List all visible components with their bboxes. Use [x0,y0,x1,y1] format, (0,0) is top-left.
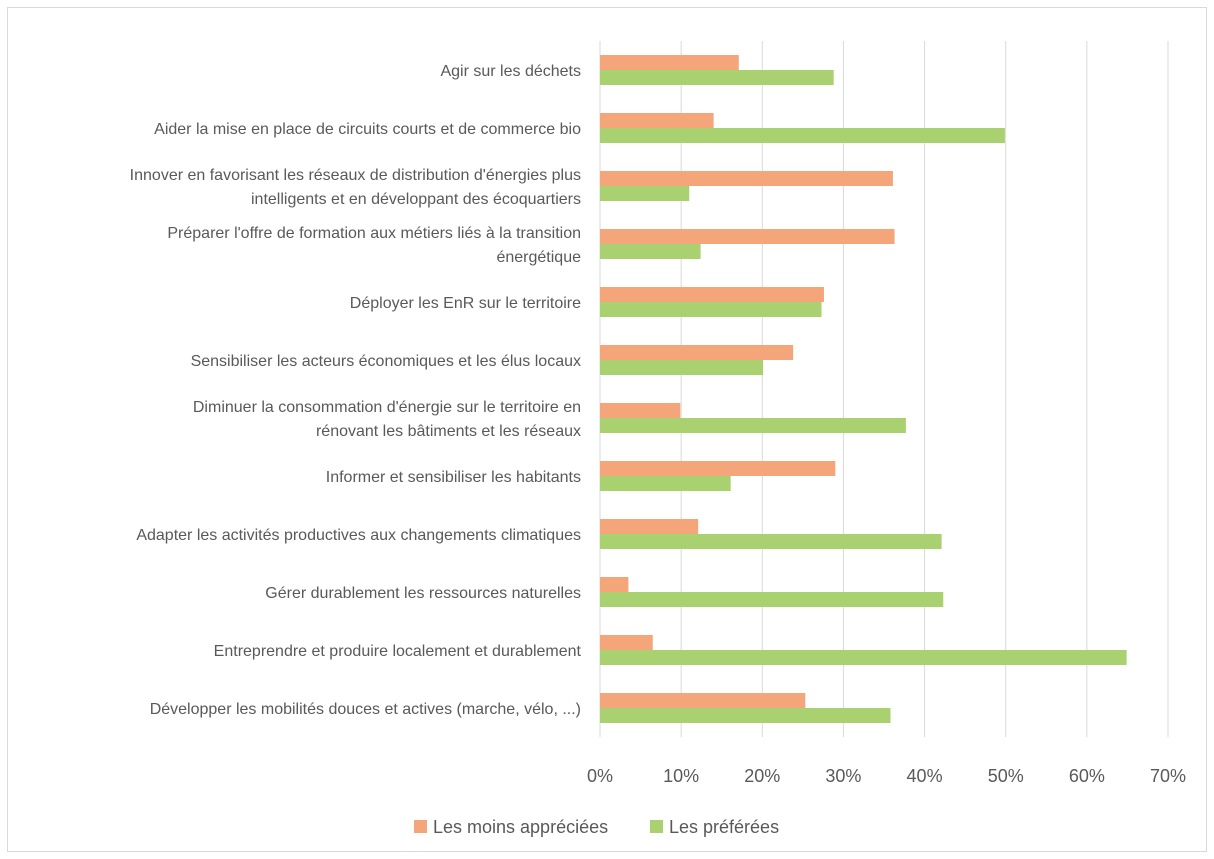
category-label: énergétique [496,249,581,266]
category-label: Aider la mise en place de circuits court… [154,121,581,138]
legend-label: Les préférées [669,817,779,837]
category-label: Sensibiliser les acteurs économiques et … [191,353,581,370]
category-label: Déployer les EnR sur le territoire [350,295,581,312]
bar-moins-appreciees [600,577,629,592]
bar-moins-appreciees [600,635,653,650]
x-tick-label: 40% [907,766,943,786]
bar-preferees [600,476,731,491]
category-label: Développer les mobilités douces et activ… [150,701,581,718]
bar-moins-appreciees [600,693,806,708]
bar-moins-appreciees [600,229,895,244]
bar-moins-appreciees [600,345,794,360]
bar-moins-appreciees [600,403,681,418]
bar-preferees [600,128,1005,143]
bar-moins-appreciees [600,113,714,128]
category-label: Diminuer la consommation d'énergie sur l… [193,399,581,416]
category-label: Informer et sensibiliser les habitants [326,469,581,486]
legend-swatch [650,820,663,833]
legend-label: Les moins appréciées [433,817,608,837]
bar-preferees [600,418,906,433]
category-label: Entreprendre et produire localement et d… [214,643,582,660]
category-label: Agir sur les déchets [440,63,581,80]
bar-moins-appreciees [600,287,824,302]
category-label: rénovant les bâtiments et les réseaux [316,423,581,440]
bar-preferees [600,70,834,85]
bar-preferees [600,186,690,201]
bar-preferees [600,708,891,723]
x-tick-label: 50% [988,766,1024,786]
bar-moins-appreciees [600,519,699,534]
x-tick-label: 20% [744,766,780,786]
bar-preferees [600,650,1127,665]
bar-moins-appreciees [600,171,893,186]
category-label: Adapter les activités productives aux ch… [136,527,581,544]
category-label: Gérer durablement les ressources naturel… [265,585,581,602]
bar-preferees [600,592,944,607]
legend-swatch [414,820,427,833]
x-tick-label: 30% [825,766,861,786]
bar-preferees [600,302,822,317]
category-label: intelligents et en développant des écoqu… [251,191,581,208]
bar-moins-appreciees [600,461,836,476]
category-label: Préparer l'offre de formation aux métier… [167,225,581,242]
x-tick-label: 60% [1069,766,1105,786]
x-tick-label: 0% [587,766,613,786]
category-label: Innover en favorisant les réseaux de dis… [130,167,581,184]
bar-moins-appreciees [600,55,739,70]
bar-preferees [600,534,942,549]
bar-preferees [600,360,764,375]
x-tick-label: 10% [663,766,699,786]
x-tick-label: 70% [1150,766,1186,786]
bar-preferees [600,244,701,259]
